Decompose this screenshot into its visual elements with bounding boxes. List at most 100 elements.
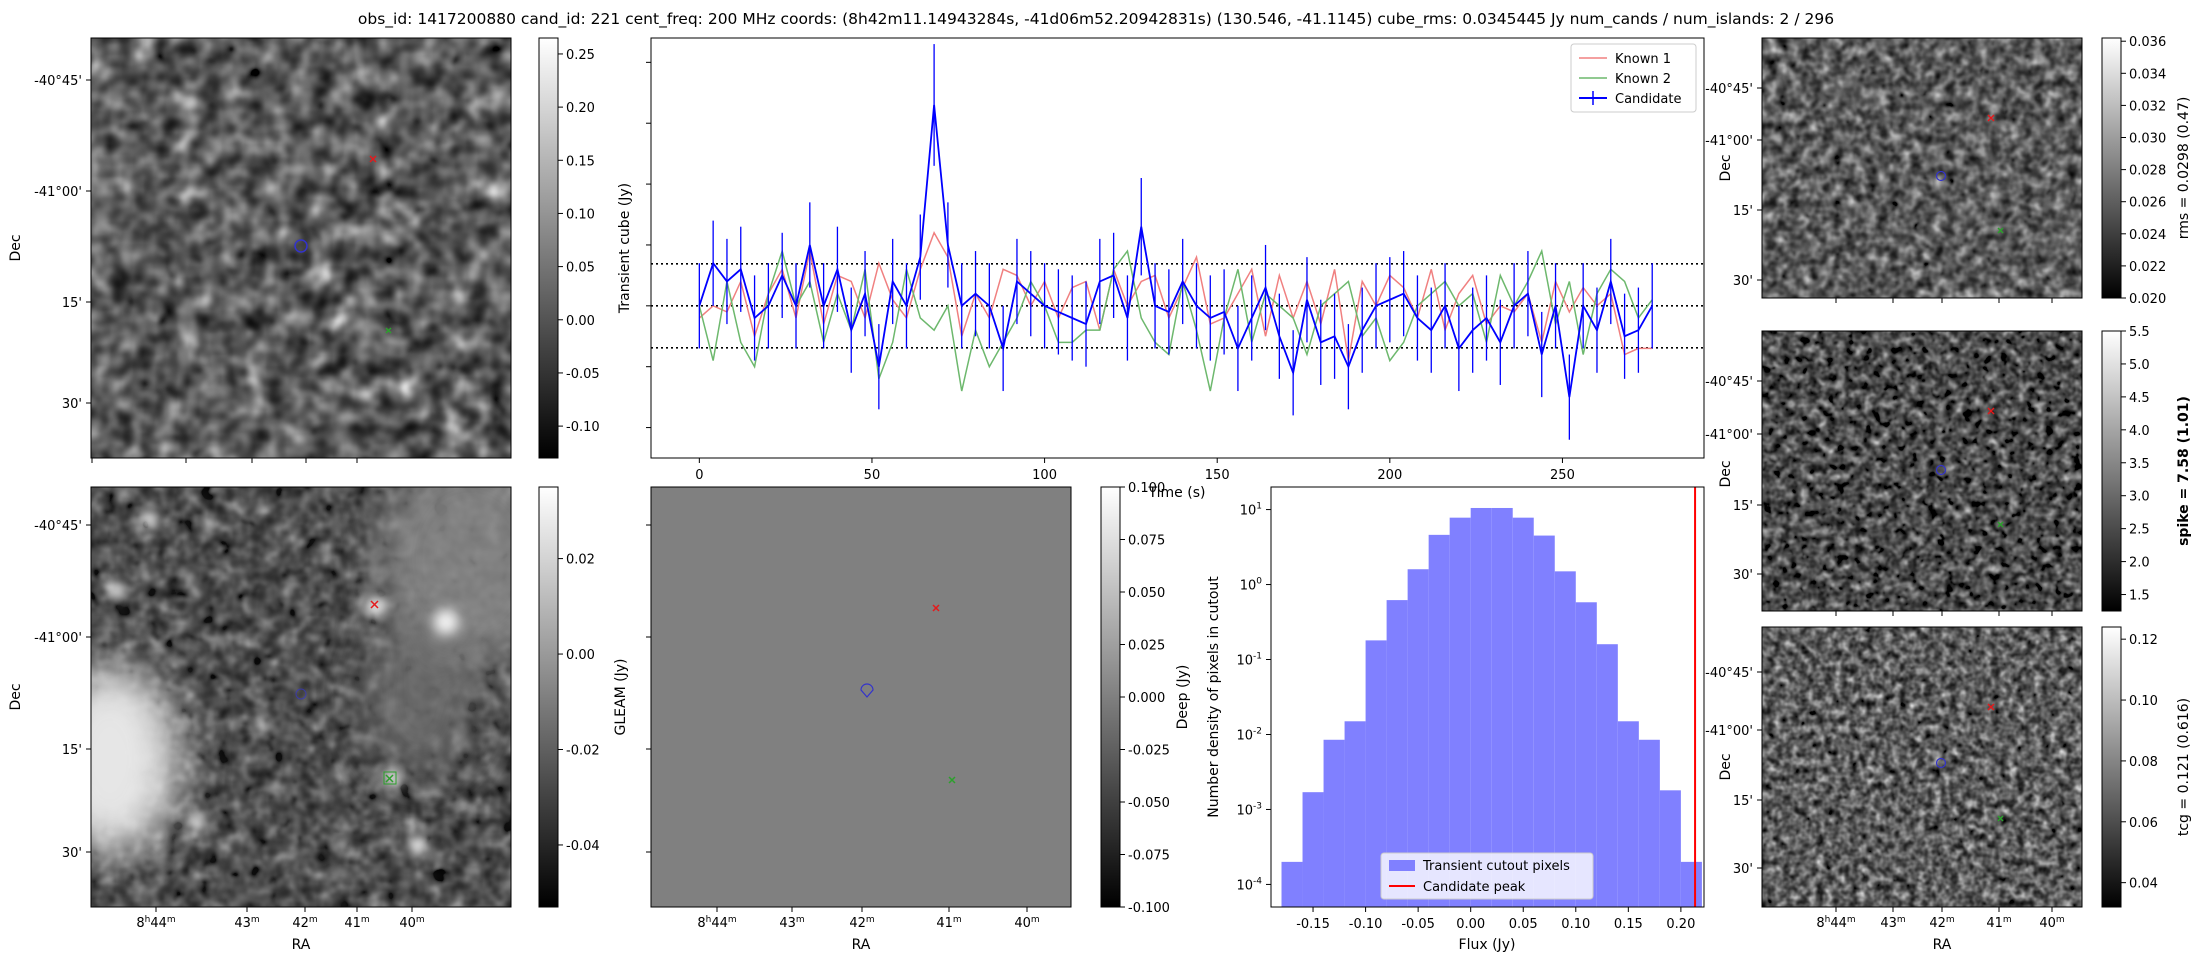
histogram-bar [1470, 507, 1492, 907]
ra-tick-label: 42m [1929, 915, 1954, 931]
colorbar-tick-label: -0.02 [566, 744, 600, 759]
dec-tick-label: -41°00' [1705, 134, 1753, 149]
dec-tick-label: 15' [1733, 204, 1753, 219]
candidate-marker [1935, 757, 1947, 769]
x-tick-label: 0 [695, 468, 703, 483]
dec-tick-label: -40°45' [1705, 666, 1753, 681]
dec-tick-label: -41°00' [34, 631, 82, 646]
colorbar-tick-label: 4.0 [2129, 424, 2150, 439]
dec-tick-label: -40°45' [1705, 375, 1753, 390]
histogram-bar [1533, 535, 1555, 907]
colorbar-tick-label: 0.026 [2129, 196, 2166, 211]
rms-image-panel: -40°45' -41°00' 15' 30' Dec [1705, 37, 2083, 303]
ra-tick-label: 41m [1986, 915, 2011, 931]
dec-tick-label: 15' [1733, 499, 1753, 514]
colorbar-tick-label: -0.04 [566, 839, 600, 854]
ra-tick-label: 8h44m [136, 915, 175, 931]
colorbar-tick-label: -0.075 [1128, 849, 1170, 864]
y-tick-label: 10-3 [1236, 801, 1262, 818]
known-1-marker [1987, 114, 1995, 122]
known-2-marker [1997, 227, 2004, 234]
legend-item: Candidate peak [1389, 880, 1526, 895]
dec-tick-label: 30' [62, 846, 82, 861]
series-known-2 [698, 248, 1653, 392]
lightcurve-panel: 0 50 100 150 200 250 Transient cube (Jy) Time… [617, 37, 1705, 501]
colorbar-tick-label: 0.025 [1128, 639, 1165, 654]
known-1-marker [370, 600, 379, 609]
colorbar-tick-label: 0.020 [2129, 292, 2166, 307]
legend-box [1380, 852, 1594, 900]
known-2-marker [1997, 521, 2004, 528]
deep-image-panel: 8h44m 43m 42m 41m 40m RA [646, 486, 1072, 953]
colorbar-tick-label: 0.028 [2129, 164, 2166, 179]
dec-tick-label: 30' [1733, 274, 1753, 289]
lightcurve-legend: Known 1 Known 2 Candidate [1570, 43, 1697, 113]
x-tick-label: 150 [1205, 468, 1230, 483]
colorbar-tick-label: 0.075 [1128, 534, 1165, 549]
transient-image-panel: -40°45' -41°00' 15' 30' Dec [8, 37, 512, 463]
y-tick-label: 10-4 [1236, 876, 1262, 893]
dec-axis-label: Dec [8, 234, 24, 261]
colorbar-tick-label: -0.05 [566, 367, 600, 382]
colorbar-tick-label: 0.000 [1128, 691, 1165, 706]
known-1-marker [932, 604, 940, 612]
ra-tick-label: 40m [399, 915, 424, 931]
series-line [698, 104, 1653, 398]
colorbar-tick-label: 3.5 [2129, 457, 2150, 472]
candidate-marker [1935, 464, 1947, 476]
legend-label: Known 2 [1615, 72, 1671, 87]
colorbar-tick-label: 0.10 [2129, 694, 2158, 709]
known-1-marker [1987, 703, 1995, 711]
known-1-marker [369, 155, 377, 163]
colorbar-tick-label: 0.022 [2129, 260, 2166, 275]
ra-tick-label: 42m [849, 915, 874, 931]
colorbar-tick-label: 0.024 [2129, 228, 2166, 243]
x-tick-label: 250 [1550, 468, 1575, 483]
known-1-marker [1987, 407, 1995, 415]
ra-axis-label: RA [852, 937, 871, 953]
ra-tick-label: 40m [1014, 915, 1039, 931]
histogram-bar [1386, 600, 1408, 907]
histogram-bar [1323, 739, 1345, 907]
rms-colorbar: 0.036 0.034 0.032 0.030 0.028 0.026 0.024 0.022… [2101, 35, 2192, 307]
colorbar-tick-label: 0.050 [1128, 586, 1165, 601]
histogram-bar [1281, 861, 1303, 907]
histogram-ylabel: Number density of pixels in cutout [1206, 576, 1222, 818]
gleam-colorbar: 0.02 0.00 -0.02 -0.04 GLEAM (Jy) [538, 486, 629, 908]
dec-tick-label: -41°00' [34, 185, 82, 200]
colorbar-tick-label: 0.030 [2129, 132, 2166, 147]
dec-tick-label: 30' [1733, 862, 1753, 877]
legend-label: Known 1 [1615, 52, 1671, 67]
ra-tick-label: 8h44m [1816, 915, 1855, 931]
tcg-colorbar: 0.12 0.10 0.08 0.06 0.04 tcg = 0.121 (0.616) [2101, 626, 2192, 908]
spike-colorbar: 5.5 5.0 4.5 4.0 3.5 3.0 2.5 2.0 1.5 spike = 7.58 … [2101, 325, 2192, 612]
dec-tick-label: 15' [1733, 794, 1753, 809]
dec-tick-label: -41°00' [1705, 428, 1753, 443]
lightcurve-xlabel: Time (s) [1148, 485, 1206, 501]
colorbar-tick-label: 4.5 [2129, 391, 2150, 406]
legend-item: Known 2 [1579, 72, 1671, 87]
candidate-marker [860, 683, 874, 698]
gleam-image-panel: -40°45' -41°00' 15' 30' 8h44m 43m 42m 41m 40m D… [8, 486, 512, 953]
tcg-image-panel: -40°45' -41°00' 15' 30' 8h44m 43m 42m 41m 40m D… [1705, 626, 2083, 953]
dec-axis-label: Dec [1718, 460, 1734, 487]
dec-tick-label: 30' [62, 397, 82, 412]
colorbar-label: GLEAM (Jy) [613, 659, 629, 736]
x-tick-label: 0.05 [1509, 917, 1538, 932]
rms-image [1762, 38, 2082, 298]
colorbar-tick-label: 0.05 [566, 261, 595, 276]
y-tick-label: 101 [1240, 502, 1262, 519]
histogram-bar [1554, 571, 1576, 907]
x-tick-label: -0.15 [1296, 917, 1330, 932]
colorbar-tick-label: 0.04 [2129, 877, 2158, 892]
colorbar-gradient [2101, 626, 2122, 908]
colorbar-tick-label: -0.100 [1128, 901, 1170, 916]
histogram-legend: Transient cutout pixels Candidate peak [1380, 852, 1594, 900]
known-2-marker [1997, 815, 2004, 822]
colorbar-tick-label: -0.025 [1128, 744, 1170, 759]
x-tick-label: -0.05 [1401, 917, 1435, 932]
known-2-marker [948, 776, 956, 784]
x-tick-label: 0.15 [1614, 917, 1643, 932]
dec-axis-label: Dec [1718, 753, 1734, 780]
